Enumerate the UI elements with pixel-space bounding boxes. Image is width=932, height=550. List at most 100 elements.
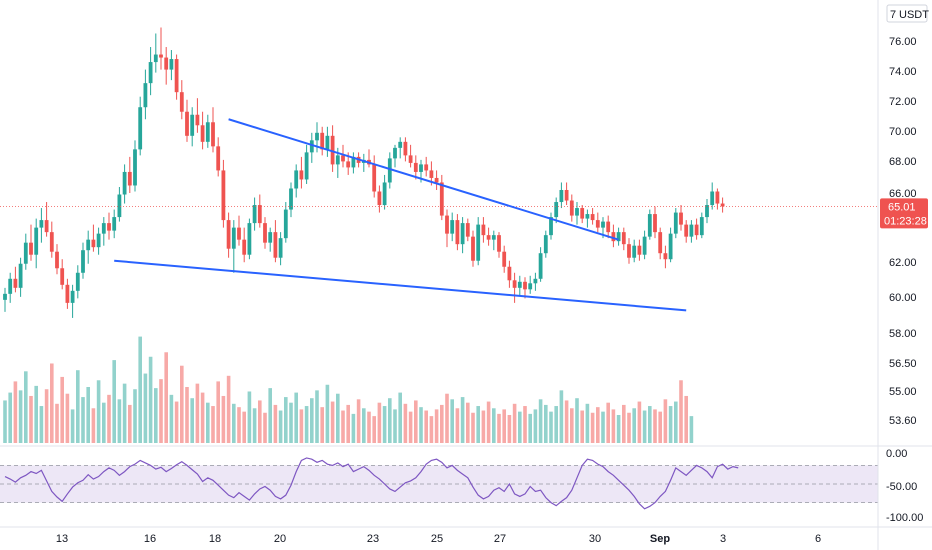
candle-body (580, 208, 585, 219)
volume-bar (294, 392, 298, 443)
volume-bar (320, 407, 324, 443)
volume-bar (679, 380, 683, 443)
price-tick-label: 58.00 (889, 328, 917, 340)
candle-body (471, 236, 475, 261)
price-tick-label: 62.00 (889, 257, 917, 269)
candle-body (413, 162, 418, 172)
candle-body (528, 283, 533, 290)
volume-bar (284, 397, 288, 443)
candle-body (216, 146, 221, 171)
candle-body (450, 220, 455, 234)
trendline[interactable] (228, 118, 619, 241)
candle-body (403, 141, 408, 156)
volume-bar (466, 402, 470, 443)
volume-bar (434, 409, 439, 443)
volume-bar (388, 398, 392, 443)
volume-bar (216, 381, 220, 443)
volume-bar (185, 387, 189, 443)
volume-bar (492, 408, 496, 443)
currency-selector-frame[interactable] (886, 4, 928, 23)
volume-bar (596, 407, 600, 443)
candle-body (705, 205, 709, 218)
candle-body (554, 202, 559, 218)
currency-label[interactable]: USDT (899, 9, 929, 21)
volume-bar (44, 389, 49, 443)
volume-bar (34, 385, 38, 443)
time-tick-label: 6 (815, 533, 821, 545)
candle-body (34, 227, 39, 255)
price-badge-countdown: 01:23:28 (884, 215, 927, 227)
price-tick-label: 56.50 (889, 358, 917, 370)
candle-body (351, 156, 356, 168)
candle-body (429, 170, 434, 178)
price-tick-label: 76.00 (889, 36, 917, 48)
volume-bar (29, 395, 33, 443)
candle-body (595, 220, 600, 228)
candle-body (273, 232, 278, 258)
candle-body (263, 223, 267, 243)
volume-bar (528, 413, 532, 443)
volume-bar (351, 413, 356, 443)
volume-bar (325, 384, 330, 443)
candle-body (283, 209, 288, 239)
candle-body (507, 266, 512, 281)
volume-bar (102, 402, 106, 443)
candle-body (699, 217, 704, 236)
currency-selector[interactable]: 7 USDT (886, 4, 929, 23)
candle-body (169, 59, 174, 70)
candle-body (226, 220, 231, 249)
candle-body (122, 171, 127, 195)
volume-bar (195, 383, 200, 443)
volume-bar (221, 395, 226, 443)
price-tick-label: 60.00 (889, 292, 917, 304)
volume-bar (211, 406, 215, 443)
candle-body (325, 135, 330, 150)
volume-bar (289, 402, 293, 443)
settings-glyph[interactable]: 7 (890, 9, 896, 21)
volume-bar (76, 370, 80, 443)
volume-bar (304, 406, 309, 443)
trendline[interactable] (114, 259, 687, 312)
volume-bar (637, 401, 642, 443)
volume-bar (450, 399, 454, 443)
candle-body (335, 155, 340, 165)
candle-body (445, 215, 449, 234)
time-tick-label: 27 (494, 533, 506, 545)
rsi-line (4, 457, 739, 510)
volume-bar (107, 394, 111, 443)
candle-body (127, 171, 132, 186)
rsi-tick-label: 0.00 (886, 448, 907, 460)
volume-bar (310, 398, 314, 443)
candle-body (502, 251, 507, 267)
volume-bar (616, 415, 621, 443)
candle-body (200, 125, 205, 142)
volume-bar (232, 403, 236, 443)
volume-bar (278, 410, 283, 443)
candle-body (393, 147, 397, 159)
candle-body (247, 223, 252, 255)
volume-bar (580, 410, 584, 443)
candle-body (133, 149, 137, 186)
candle-body (585, 214, 590, 219)
candle-body (611, 232, 616, 242)
candle-body (715, 191, 720, 204)
candle-body (237, 227, 241, 240)
volume-bar (96, 380, 101, 443)
candle-body (148, 62, 153, 84)
candle-body (96, 233, 101, 248)
candle-body (8, 278, 13, 294)
time-tick-label: 3 (720, 533, 726, 545)
volume-bar (91, 408, 96, 443)
volume-bar (642, 410, 647, 443)
volume-bar (653, 409, 657, 443)
volume-bar (601, 411, 605, 443)
volume-bar (65, 393, 70, 443)
candle-body (679, 212, 683, 225)
trendline-layer[interactable] (114, 118, 687, 312)
candle-body (668, 233, 673, 260)
candle-body (23, 242, 28, 264)
candle-body (486, 235, 491, 240)
candle-body (491, 235, 496, 240)
candle-body (268, 232, 273, 243)
